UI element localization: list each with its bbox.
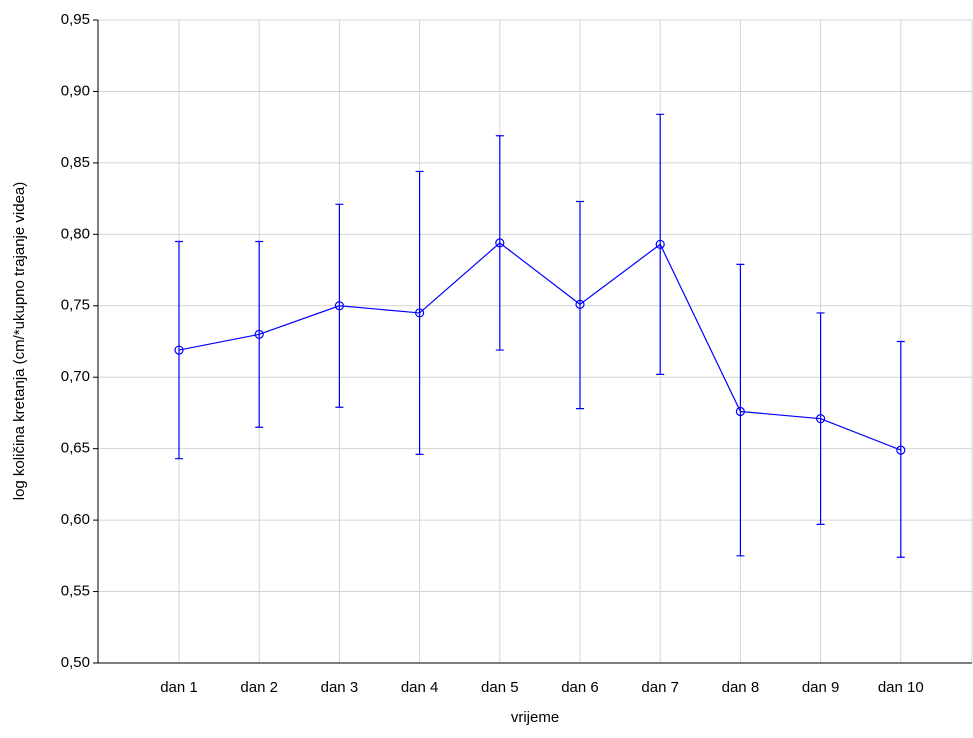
y-tick-label: 0,95 (61, 11, 90, 28)
x-tick-label: dan 4 (401, 679, 439, 696)
x-tick-label: dan 3 (321, 679, 359, 696)
y-tick-label: 0,60 (61, 511, 90, 528)
x-tick-label: dan 6 (561, 679, 599, 696)
point (815, 414, 826, 424)
point (254, 329, 264, 339)
error-bar (175, 240, 183, 460)
y-tick-label: 0,55 (61, 583, 90, 600)
point (735, 406, 746, 417)
point (415, 308, 425, 318)
x-tick-label: dan 5 (481, 679, 519, 696)
x-tick-label: dan 10 (878, 679, 924, 696)
point (495, 238, 505, 248)
y-tick-label: 0,50 (61, 654, 90, 671)
line (178, 242, 902, 451)
error-bar (736, 263, 745, 557)
x-axis-label: vrijeme (511, 709, 559, 726)
x-tick-label: dan 1 (160, 679, 198, 696)
x-tick-label: dan 9 (802, 679, 840, 696)
y-tick-label: 0,65 (61, 440, 90, 457)
y-tick-label: 0,70 (61, 368, 90, 385)
y-tick-label: 0,90 (61, 82, 90, 99)
y-axis-label: log količina kretanja (cm/*ukupno trajan… (11, 182, 28, 501)
error-bar (896, 340, 905, 558)
x-tick-label: dan 8 (722, 679, 760, 696)
point (896, 445, 906, 455)
point (334, 301, 344, 311)
x-tick-label: dan 2 (240, 679, 278, 696)
y-tick-label: 0,85 (61, 154, 90, 171)
x-tick-label: dan 7 (641, 679, 679, 696)
y-tick-label: 0,80 (61, 225, 90, 242)
y-tick-label: 0,75 (61, 297, 90, 314)
point (174, 345, 184, 355)
point (655, 239, 665, 249)
point (575, 299, 585, 309)
